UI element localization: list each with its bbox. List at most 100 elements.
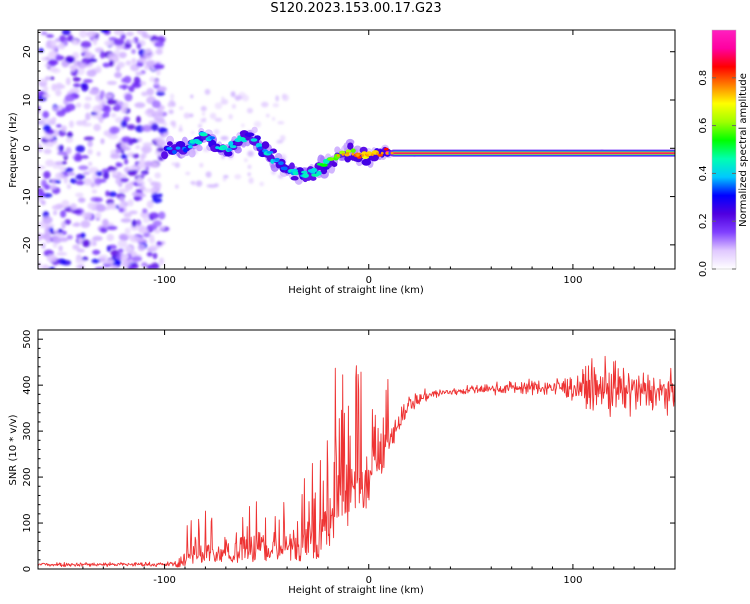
colorbar-tick-label: 0.2	[698, 213, 709, 229]
spectrogram-blob	[274, 157, 280, 162]
spectrogram-blob	[93, 123, 101, 132]
spectrogram-blob	[72, 77, 81, 82]
spectrogram-blob	[230, 91, 236, 98]
spectrogram-blob	[118, 188, 129, 194]
spectrogram-blob	[124, 227, 131, 235]
y-tick-label: 200	[22, 468, 33, 487]
spectrogram-blob	[87, 148, 93, 155]
spectrogram-blob	[79, 30, 88, 38]
spectrogram-blob	[178, 128, 183, 132]
spectrogram-x-label: Height of straight line (km)	[288, 285, 424, 296]
spectrogram-blob	[171, 162, 176, 166]
spectrogram-blob	[170, 120, 176, 126]
spectrogram-blob	[174, 162, 181, 168]
spectrogram-blob	[302, 173, 309, 178]
ridge-dot	[341, 152, 345, 156]
spectrogram-blob	[319, 163, 328, 167]
spectrogram-blob	[199, 133, 208, 137]
spectrogram-blob	[100, 138, 105, 145]
spectrogram-blob	[53, 129, 59, 137]
spectrogram-blob	[277, 121, 285, 125]
spectrogram-blob	[156, 139, 168, 147]
spectrogram-blob	[84, 96, 93, 102]
spectrogram-blob	[183, 147, 188, 153]
spectrogram-blob	[117, 248, 124, 253]
spectrogram-blob	[91, 258, 101, 264]
spectrogram-blob	[106, 245, 111, 252]
spectrogram-blob	[58, 245, 63, 252]
spectrogram-blob	[46, 34, 54, 38]
spectrogram-blob	[110, 153, 121, 159]
spectrogram-blob	[144, 160, 153, 167]
y-tick-label: 300	[22, 422, 33, 441]
spectrogram-blob	[75, 192, 84, 198]
spectrogram-blob	[172, 149, 177, 155]
spectrogram-blob	[209, 136, 215, 140]
spectrogram-blob	[131, 83, 142, 88]
spectrogram-blob	[147, 178, 153, 183]
x-tick-label: 100	[563, 275, 582, 286]
spectrogram-blob	[87, 139, 93, 148]
spectrogram-blob	[40, 31, 48, 36]
spectrogram-blob	[64, 219, 72, 225]
colorbar-gradient	[712, 30, 736, 269]
spectrogram-blob	[136, 79, 141, 84]
spectrogram-blob	[234, 95, 243, 101]
spectrogram-blob	[136, 30, 143, 35]
spectrogram-blob	[136, 115, 141, 124]
spectrogram-blob	[91, 189, 98, 194]
spectrogram-blob	[109, 59, 114, 67]
spectrogram-blob	[139, 185, 146, 191]
spectrogram-blob	[133, 195, 141, 201]
spectrogram-blob	[118, 173, 128, 178]
spectrogram-blob	[247, 150, 254, 157]
spectrogram-blob	[153, 229, 161, 234]
spectrogram-blob	[49, 76, 55, 81]
spectrogram-blob	[357, 155, 362, 159]
spectrogram-blob	[61, 107, 72, 113]
spectrogram-blob	[200, 105, 207, 112]
spectrogram-blob	[120, 218, 132, 223]
spectrogram-blob	[45, 225, 51, 230]
ridge-dot	[346, 151, 350, 155]
spectrogram-blob	[70, 64, 77, 72]
spectrogram-blob	[151, 191, 158, 200]
spectrogram-blob	[166, 141, 173, 146]
spectrogram-blob	[144, 48, 152, 54]
spectrogram-blob	[65, 77, 71, 86]
spectrogram-blob	[47, 67, 59, 72]
spectrogram-blob	[88, 89, 100, 96]
spectrogram-blob	[49, 50, 58, 58]
spectrogram-blob	[73, 83, 81, 88]
spectrogram-blob	[111, 259, 122, 266]
spectrogram-blob	[242, 94, 250, 102]
spectrogram-blob	[117, 203, 125, 208]
spectrogram-blob	[38, 165, 46, 170]
spectrogram-blob	[199, 162, 204, 168]
spectrogram-blob	[145, 60, 157, 68]
spectrogram-blob	[106, 234, 115, 242]
spectrogram-blob	[120, 177, 129, 183]
spectrogram-blob	[138, 226, 149, 234]
spectrogram-blob	[146, 87, 155, 96]
spectrogram-y-label: Frequency (Hz)	[8, 112, 19, 188]
spectrogram-blob	[96, 151, 101, 157]
y-tick-label: 400	[22, 376, 33, 395]
spectrogram-blob	[188, 149, 196, 158]
colorbar-tick-label: 0.8	[698, 70, 709, 86]
spectrogram-blob	[169, 93, 175, 100]
spectrogram-blob	[146, 251, 153, 257]
spectrogram-blob	[183, 112, 191, 119]
spectrogram-blob	[72, 223, 81, 227]
spectrogram-blob	[51, 235, 59, 242]
spectrogram-blob	[121, 136, 132, 143]
spectrogram-blob	[221, 96, 225, 100]
spectrogram-blob	[361, 158, 372, 166]
spectrogram-blob	[59, 210, 67, 218]
spectrogram-blob	[124, 93, 133, 102]
spectrogram-blob	[95, 170, 103, 177]
colorbar-label: Normalized spectral amplitude	[738, 73, 749, 227]
spectrogram-blob	[185, 171, 191, 176]
spectrogram-blob	[61, 125, 67, 132]
spectrogram-blob	[261, 141, 270, 149]
